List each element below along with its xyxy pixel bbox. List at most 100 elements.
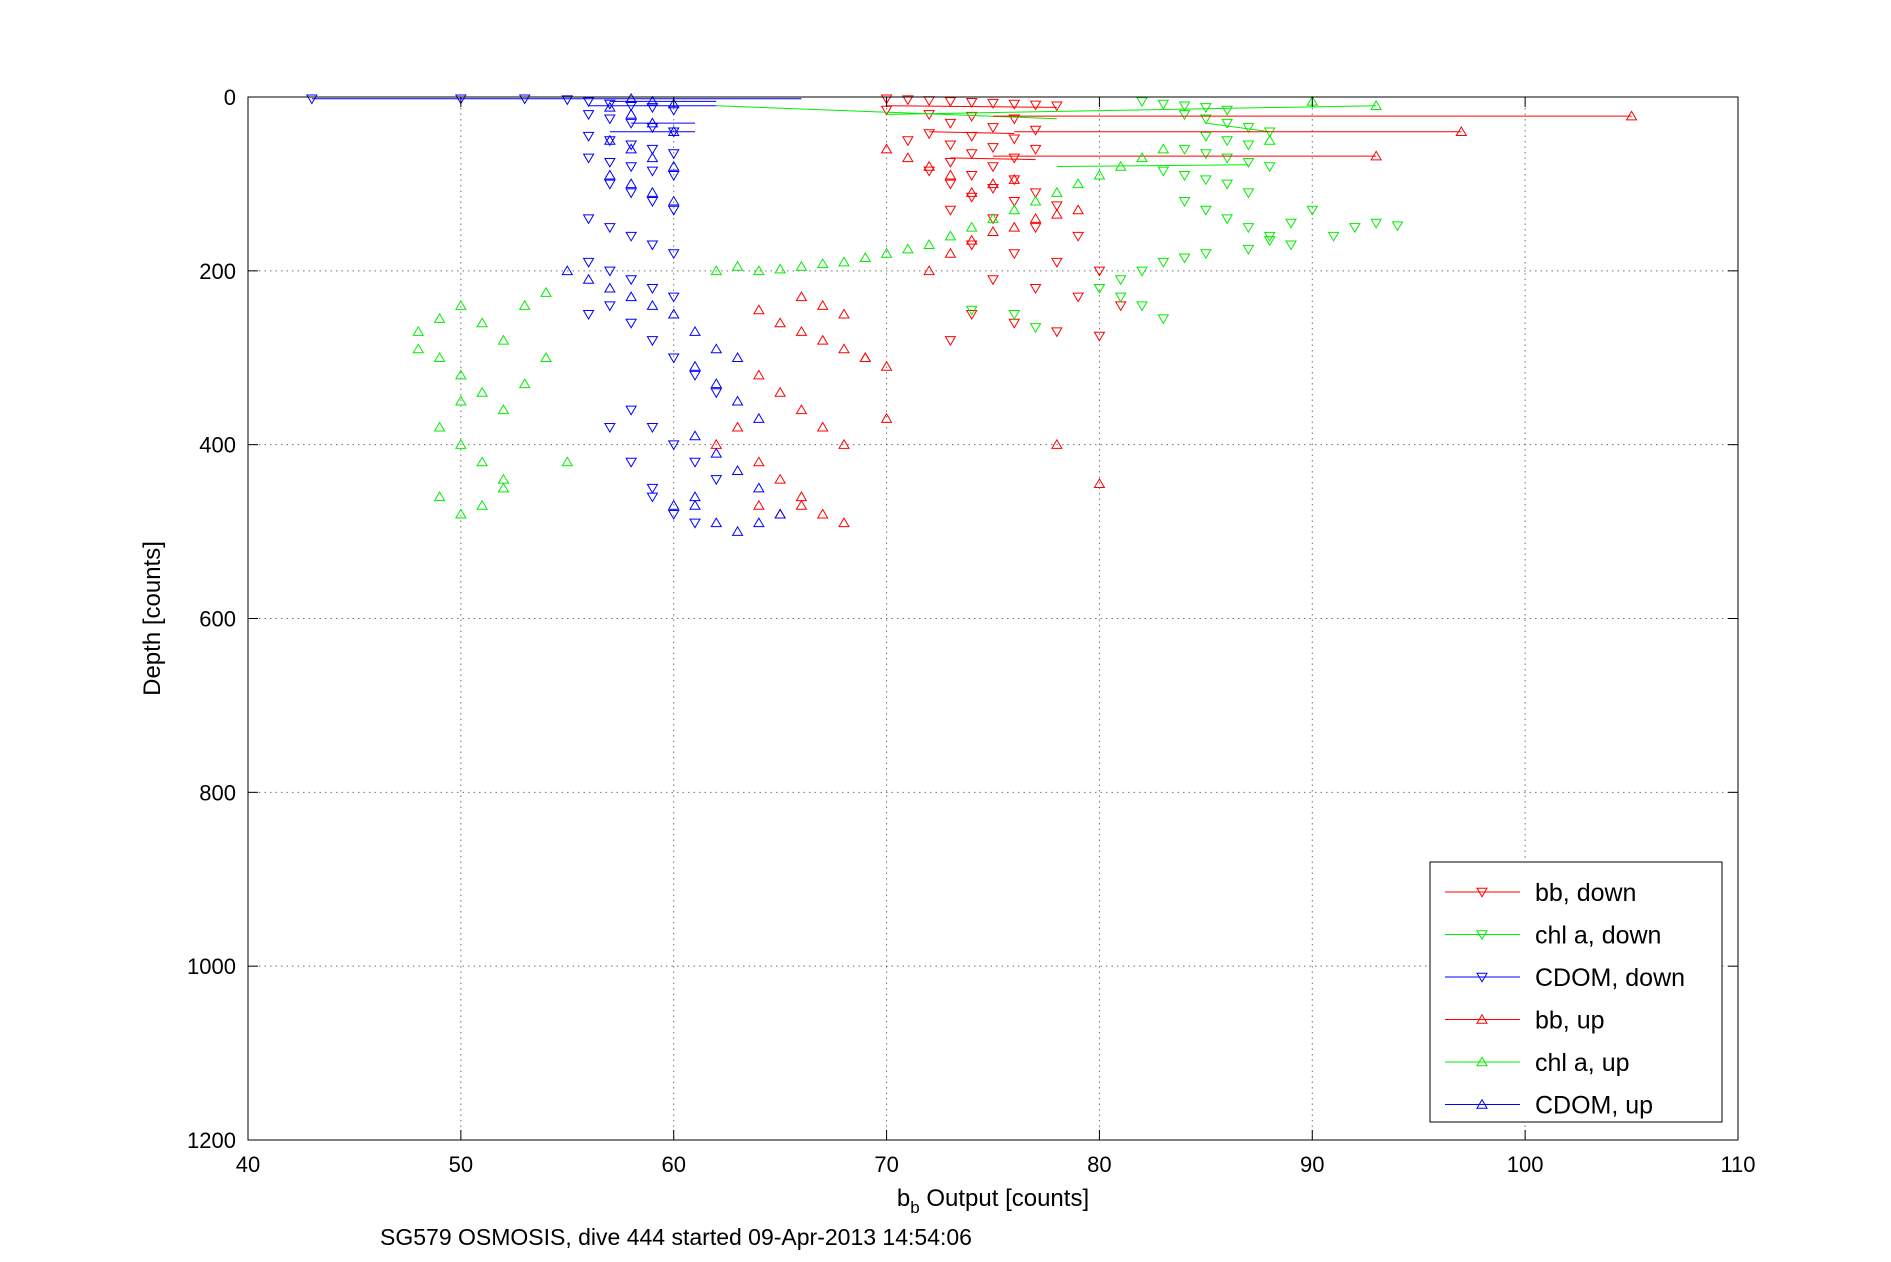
legend-entry: chl a, down [1535,922,1661,950]
data-point [965,240,978,251]
data-point [987,275,999,286]
data-point [1221,118,1234,129]
data-point [816,299,829,310]
data-point [965,192,978,203]
caption: SG579 OSMOSIS, dive 444 started 09-Apr-2… [380,1224,972,1250]
data-point [944,157,957,168]
data-point [731,465,744,475]
data-point [1370,150,1383,161]
data-point [923,265,936,276]
data-point [689,499,701,510]
data-point [689,360,701,371]
data-point [710,265,723,276]
data-point [667,440,680,451]
data-point [582,131,595,142]
data-point [944,205,957,216]
data-point [752,499,765,510]
data-point [1072,292,1085,303]
data-point [816,334,829,345]
data-point [1093,266,1106,277]
data-point [1221,179,1234,190]
data-point [987,162,999,173]
x-tick-label: 60 [661,1152,685,1177]
data-point [625,140,638,151]
data-point [731,395,744,406]
data-point [625,162,638,173]
legend-entry: CDOM, down [1535,964,1685,992]
data-point [603,114,616,125]
data-point [901,136,914,147]
data-point [1263,134,1276,145]
plot-area [305,93,1638,536]
data-point [689,325,701,336]
series-line-segment [1205,122,1270,133]
data-point [923,129,936,140]
data-point [710,378,723,389]
legend-box [1429,861,1723,1123]
data-point [752,517,765,528]
data-point [667,205,680,216]
data-point [1178,253,1191,264]
data-point [1008,221,1021,232]
data-point [1178,144,1191,155]
data-point [646,103,659,114]
data-point [540,352,552,362]
data-point [646,483,659,494]
data-point [1157,99,1170,110]
x-tick-label: 100 [1507,1152,1544,1177]
x-axis-label: bb Output [counts] [897,1185,1089,1217]
data-point [1242,188,1255,199]
data-point [731,525,744,536]
data-point [731,352,744,362]
data-point [838,343,850,354]
data-point [582,273,595,284]
data-point [710,388,723,399]
data-point [1136,301,1148,312]
data-point [646,336,659,347]
data-point [1029,212,1042,223]
x-tick-label: 110 [1720,1152,1755,1177]
data-point [603,423,616,434]
data-point [774,263,787,274]
data-point [752,304,765,315]
data-point [1178,197,1191,208]
data-point [305,94,318,105]
data-point [433,421,446,432]
data-point [987,214,999,225]
data-point [667,509,680,520]
data-point [731,260,744,271]
data-point [1348,223,1361,234]
data-point [454,369,467,380]
data-point [646,283,659,294]
data-point [838,517,850,528]
data-point [646,240,659,251]
data-point [454,395,467,406]
data-point [1221,153,1234,164]
data-point [838,308,850,319]
data-point [1263,162,1276,173]
data-point [1093,331,1106,342]
data-point [476,499,489,510]
data-point [965,131,978,142]
data-point [1157,143,1170,154]
data-point [987,98,999,109]
data-point [1008,310,1021,321]
series-0 [880,94,1127,347]
legend-marker [1476,1056,1488,1067]
legend: bb, down chl a, down CDOM, down bb, up chl a… [1429,861,1723,1123]
y-tick-label: 800 [199,780,236,805]
data-point [752,265,765,276]
data-point [1050,201,1063,212]
data-point [646,197,659,208]
data-point [603,301,616,312]
data-point [1242,223,1255,234]
data-point [838,256,850,267]
data-point [795,291,808,302]
data-point [1178,110,1191,121]
data-point [1029,283,1042,294]
data-point [646,144,659,155]
data-point [518,378,531,389]
data-point [1242,123,1255,134]
y-tick-label: 0 [224,85,236,110]
data-point [667,160,680,171]
